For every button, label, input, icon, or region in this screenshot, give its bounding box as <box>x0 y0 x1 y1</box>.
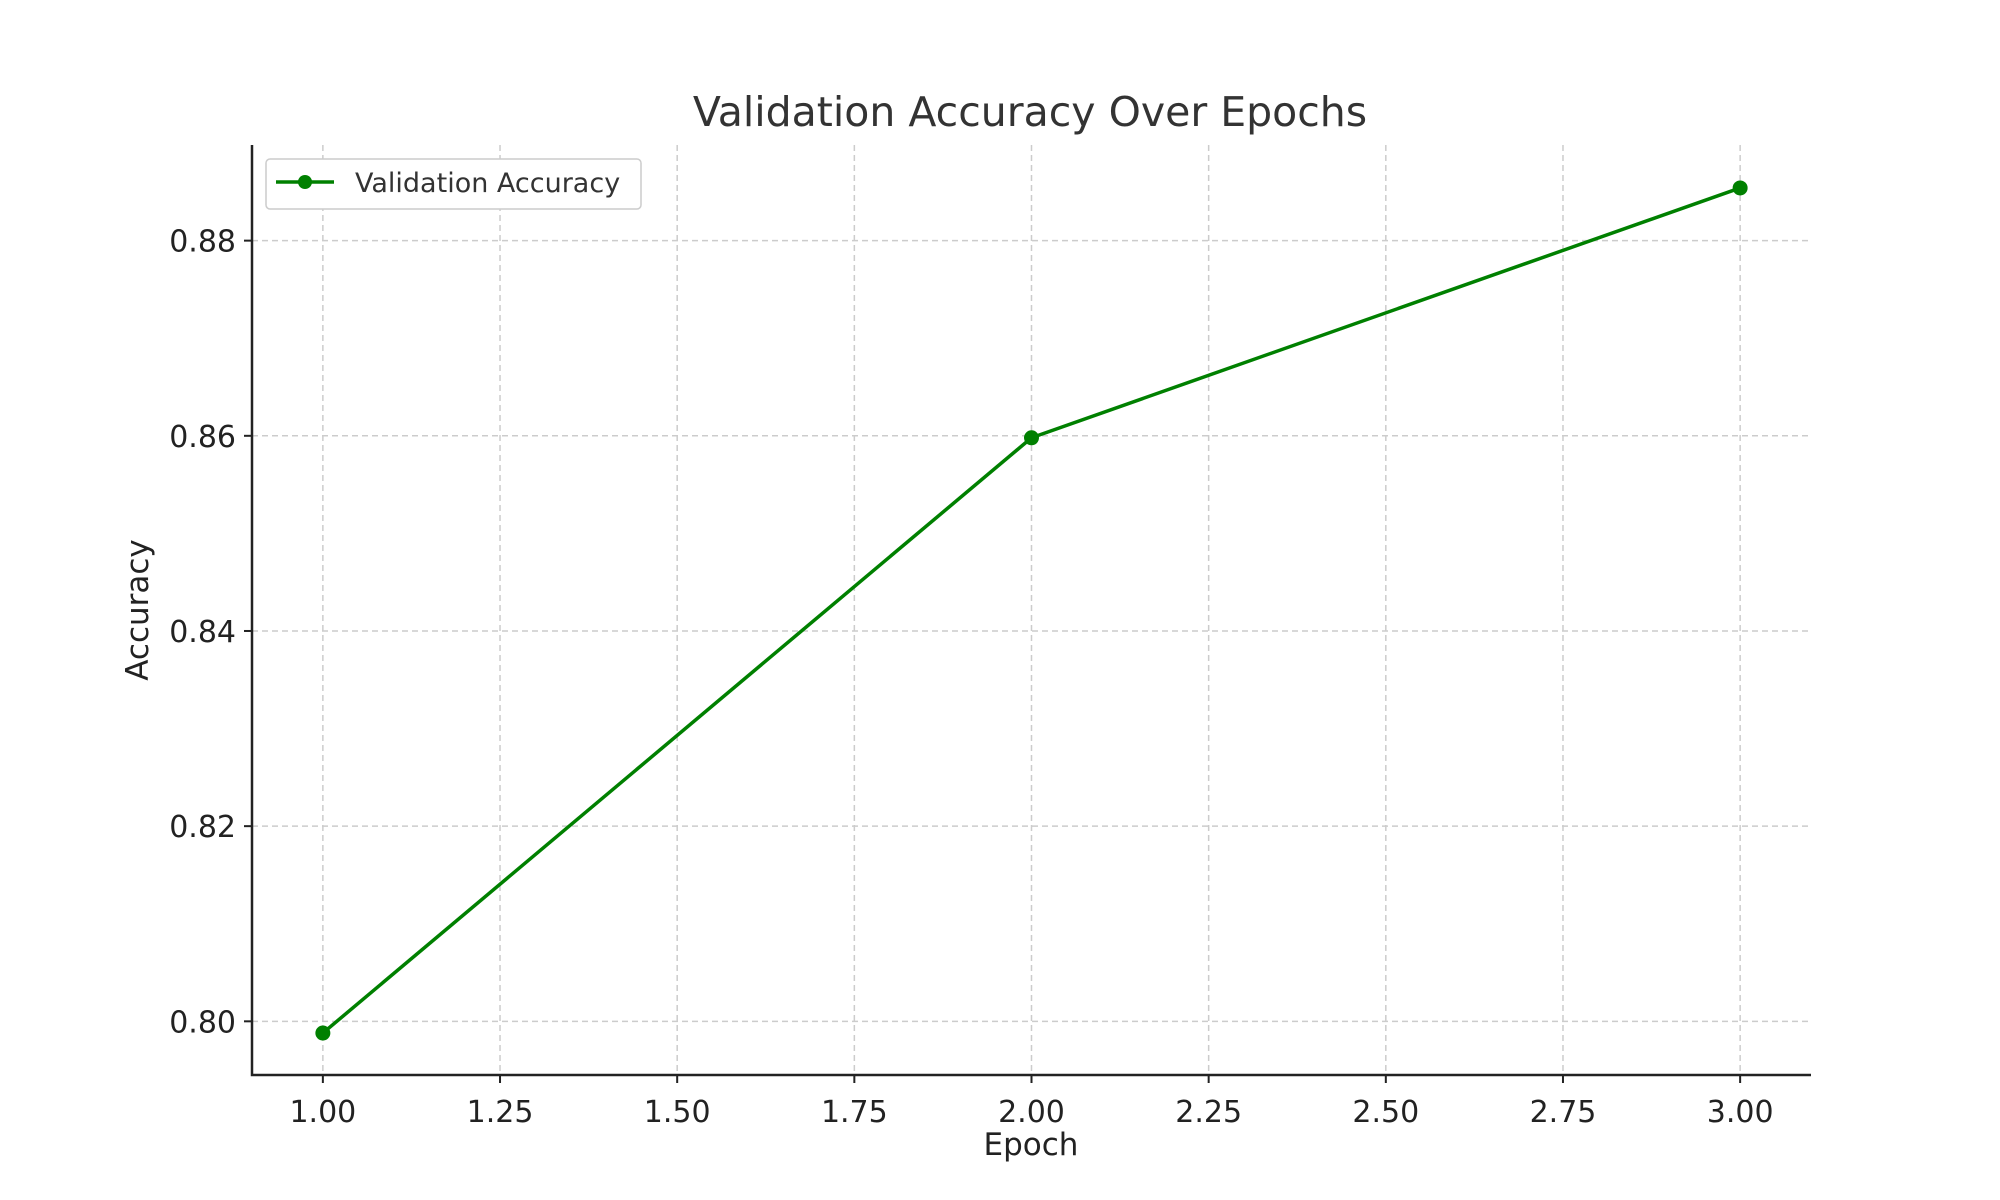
chart-title: Validation Accuracy Over Epochs <box>693 88 1367 136</box>
x-axis-label: Epoch <box>984 1127 1079 1163</box>
grid-lines <box>252 145 1811 1075</box>
x-axis-ticks: 1.00 1.25 1.50 1.75 2.00 2.25 2.50 2.75 3.00 <box>289 1075 1774 1130</box>
data-point <box>1024 430 1039 446</box>
x-tick-label: 2.25 <box>1175 1095 1242 1130</box>
data-point <box>315 1025 331 1041</box>
y-tick-label: 0.80 <box>169 1005 236 1040</box>
legend-entry-validation-accuracy: Validation Accuracy <box>355 168 620 199</box>
y-axis-ticks: 0.80 0.82 0.84 0.86 0.88 <box>169 225 252 1040</box>
x-tick-label: 2.00 <box>998 1095 1065 1130</box>
axes-spines <box>250 145 1811 1077</box>
y-tick-label: 0.86 <box>169 420 236 455</box>
y-tick-label: 0.88 <box>169 225 236 260</box>
x-tick-label: 1.00 <box>289 1095 356 1130</box>
x-tick-label: 1.25 <box>467 1095 534 1130</box>
data-point <box>1732 180 1748 196</box>
y-tick-label: 0.82 <box>169 810 236 845</box>
x-tick-label: 1.50 <box>644 1095 711 1130</box>
x-tick-label: 3.00 <box>1707 1095 1774 1130</box>
series-layer <box>315 180 1748 1041</box>
x-tick-label: 2.50 <box>1352 1095 1419 1130</box>
y-tick-label: 0.84 <box>169 615 236 650</box>
legend-frame <box>265 158 642 210</box>
legend: Validation Accuracy <box>265 158 642 210</box>
y-axis-label: Accuracy <box>120 539 156 681</box>
x-tick-label: 2.75 <box>1530 1095 1597 1130</box>
x-tick-label: 1.75 <box>821 1095 888 1130</box>
legend-marker-swatch <box>298 175 312 189</box>
